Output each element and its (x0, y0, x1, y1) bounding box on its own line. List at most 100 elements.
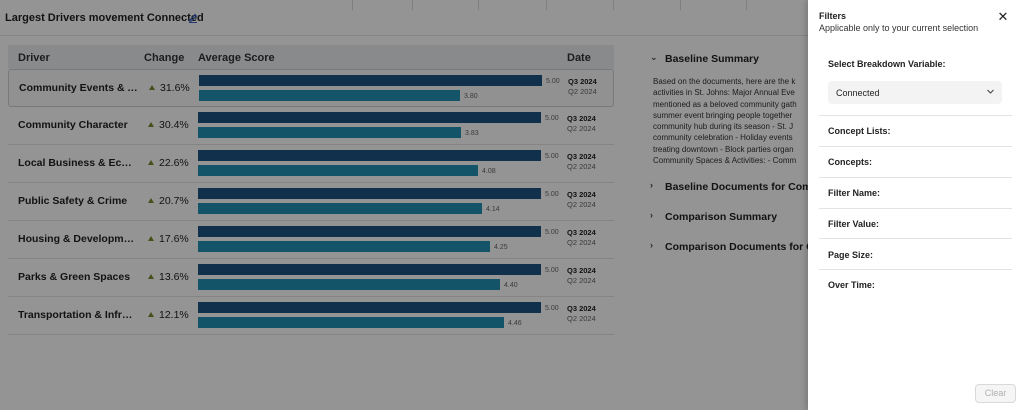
divider (819, 269, 1012, 270)
filter-over-time[interactable]: Over Time: (828, 280, 875, 290)
filter-page-size[interactable]: Page Size: (828, 250, 874, 260)
filter-value[interactable]: Filter Value: (828, 219, 880, 229)
q2-score-label: 4.46 (508, 320, 522, 327)
arrow-up-icon (148, 274, 154, 279)
drivers-table: Driver Change Average Score Date Communi… (8, 45, 614, 335)
change-percent: 12.1% (159, 309, 189, 321)
accordion-comparison-documents[interactable]: › Comparison Documents for Com (650, 238, 820, 268)
date-cell: Q3 2024 Q2 2024 (568, 77, 597, 96)
table-row[interactable]: Community Character 30.4% 5.00 3.83 Q3 2024 Q… (8, 107, 614, 145)
modal-backdrop[interactable] (0, 0, 808, 410)
change-percent: 30.4% (159, 119, 189, 131)
table-body: Community Events & A... 31.6% 5.00 3.80 Q3 2… (8, 69, 614, 335)
arrow-up-icon (149, 85, 155, 90)
table-row[interactable]: Community Events & A... 31.6% 5.00 3.80 Q3 2… (8, 69, 614, 107)
q2-score-label: 4.25 (494, 244, 508, 251)
q3-score-label: 5.00 (545, 153, 559, 160)
change-percent: 13.6% (159, 271, 189, 283)
header-average-score[interactable]: Average Score (198, 52, 275, 64)
arrow-up-icon (148, 122, 154, 127)
table-row[interactable]: Public Safety & Crime 20.7% 5.00 4.14 Q3 202… (8, 183, 614, 221)
accordion-label: Baseline Summary (665, 53, 759, 65)
top-divider (680, 0, 681, 10)
top-divider (352, 0, 353, 10)
q3-score-label: 5.00 (545, 305, 559, 312)
q2-score-bar (199, 90, 460, 101)
q3-date: Q3 2024 (567, 266, 596, 275)
q3-date: Q3 2024 (567, 228, 596, 237)
filter-name[interactable]: Filter Name: (828, 188, 881, 198)
filter-concepts[interactable]: Concepts: (828, 157, 873, 167)
date-cell: Q3 2024 Q2 2024 (567, 152, 596, 171)
date-cell: Q3 2024 Q2 2024 (567, 114, 596, 133)
q2-score-bar (198, 241, 490, 252)
filters-panel: Filters Applicable only to your current … (808, 0, 1024, 410)
q2-score-bar (198, 127, 461, 138)
top-divider (613, 0, 614, 10)
divider (819, 177, 1012, 178)
change-value: 13.6% (148, 271, 189, 283)
header-change[interactable]: Change (144, 52, 185, 64)
q2-date: Q2 2024 (567, 199, 596, 209)
summary-panel: ⌄ Baseline Summary Based on the document… (650, 50, 820, 268)
accordion-label: Baseline Documents for Commu (665, 181, 820, 194)
q2-date: Q2 2024 (568, 86, 597, 96)
change-percent: 20.7% (159, 195, 189, 207)
chevron-right-icon: › (650, 180, 653, 191)
change-value: 20.7% (148, 195, 189, 207)
q3-score-label: 5.00 (545, 191, 559, 198)
date-cell: Q3 2024 Q2 2024 (567, 266, 596, 285)
q2-date: Q2 2024 (567, 161, 596, 171)
top-divider (546, 0, 547, 10)
top-divider (412, 0, 413, 10)
breakdown-variable-label: Select Breakdown Variable: (828, 59, 946, 69)
q3-date: Q3 2024 (567, 190, 596, 199)
arrow-up-icon (148, 236, 154, 241)
accordion-label: Comparison Summary (665, 211, 778, 224)
q3-score-label: 5.00 (545, 115, 559, 122)
q3-score-bar (198, 150, 541, 161)
table-row[interactable]: Local Business & Econo... 22.6% 5.00 4.08 Q3… (8, 145, 614, 183)
summary-line: treating downtown - Block parties organ (653, 144, 794, 154)
clear-button[interactable]: Clear (975, 384, 1016, 403)
q3-score-label: 5.00 (546, 78, 560, 85)
filters-title: Filters (819, 11, 847, 21)
q3-date: Q3 2024 (567, 114, 596, 123)
arrow-up-icon (148, 312, 154, 317)
table-row[interactable]: Parks & Green Spaces 13.6% 5.00 4.40 Q3 2024… (8, 259, 614, 297)
change-value: 31.6% (149, 82, 190, 94)
accordion-baseline-documents[interactable]: › Baseline Documents for Commu (650, 178, 820, 208)
accordion-baseline-summary[interactable]: ⌄ Baseline Summary (650, 50, 820, 70)
q3-score-bar (199, 75, 542, 86)
summary-line: summer event bringing people together (653, 110, 793, 120)
change-percent: 31.6% (160, 82, 190, 94)
close-icon[interactable]: ✕ (997, 9, 1009, 24)
chevron-right-icon: › (650, 240, 653, 251)
q3-score-bar (198, 264, 541, 275)
q2-date: Q2 2024 (567, 275, 596, 285)
filter-concept-lists[interactable]: Concept Lists: (828, 126, 891, 136)
q2-score-label: 3.83 (465, 130, 479, 137)
change-value: 12.1% (148, 309, 189, 321)
q2-score-bar (198, 279, 500, 290)
q2-score-bar (198, 203, 482, 214)
change-percent: 22.6% (159, 157, 189, 169)
table-row[interactable]: Transportation & Infras... 12.1% 5.00 4.46 Q… (8, 297, 614, 335)
arrow-up-icon (148, 198, 154, 203)
change-value: 17.6% (148, 233, 189, 245)
pencil-icon[interactable] (188, 12, 198, 23)
baseline-summary-text: Based on the documents, here are the k a… (653, 76, 820, 166)
q3-date: Q3 2024 (567, 152, 596, 161)
header-driver[interactable]: Driver (18, 52, 50, 64)
q3-date: Q3 2024 (567, 304, 596, 313)
chevron-right-icon: › (650, 210, 653, 221)
accordion-comparison-summary[interactable]: › Comparison Summary (650, 208, 820, 238)
change-value: 22.6% (148, 157, 189, 169)
filters-subtitle: Applicable only to your current selectio… (819, 23, 979, 33)
breakdown-variable-select[interactable]: Connected (828, 81, 1002, 104)
header-date[interactable]: Date (567, 52, 591, 64)
q3-score-bar (198, 188, 541, 199)
q3-score-bar (198, 226, 541, 237)
q2-score-bar (198, 165, 478, 176)
table-row[interactable]: Housing & Development 17.6% 5.00 4.25 Q3 202… (8, 221, 614, 259)
